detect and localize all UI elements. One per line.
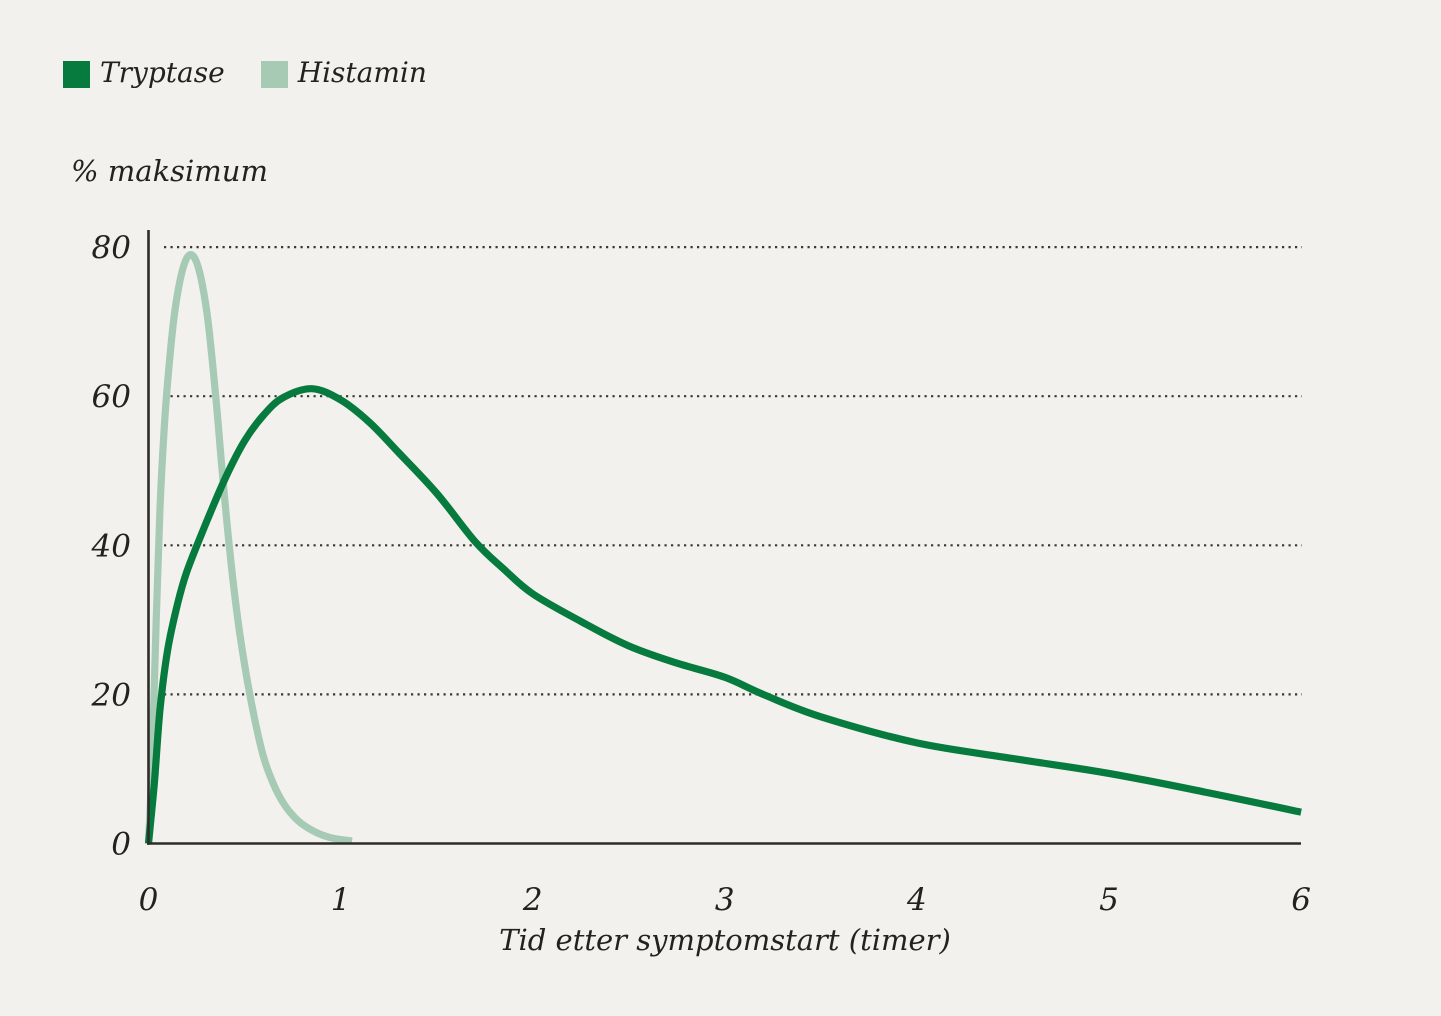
y-tick-label: 40 [91, 528, 131, 564]
x-tick-label: 5 [1099, 882, 1119, 918]
legend-item-tryptase: Tryptase [63, 56, 225, 89]
y-tick-label: 80 [92, 230, 131, 266]
chart-legend: Tryptase Histamin [63, 56, 427, 89]
legend-item-histamin: Histamin [260, 56, 427, 89]
curve-tryptase [144, 385, 1302, 844]
y-axis-title: % maksimum [71, 154, 268, 188]
x-axis-title: Tid etter symptomstart (timer) [499, 923, 951, 957]
x-tick-label: 4 [906, 882, 927, 918]
y-tick-label: 60 [92, 379, 131, 415]
x-tick-label: 6 [1291, 882, 1311, 918]
y-tick-label: 20 [91, 677, 131, 713]
curve-histamin [144, 251, 353, 845]
x-tick-label: 2 [522, 882, 543, 918]
y-tick-label: 0 [111, 827, 131, 863]
histamin-legend-label: Histamin [297, 56, 427, 89]
tryptase-legend-label: Tryptase [100, 56, 225, 89]
tryptase-swatch [63, 60, 90, 88]
x-tick-label: 0 [139, 882, 159, 918]
x-tick-label: 1 [331, 882, 351, 918]
x-tick-label: 3 [715, 882, 735, 918]
histamin-swatch [260, 60, 288, 88]
